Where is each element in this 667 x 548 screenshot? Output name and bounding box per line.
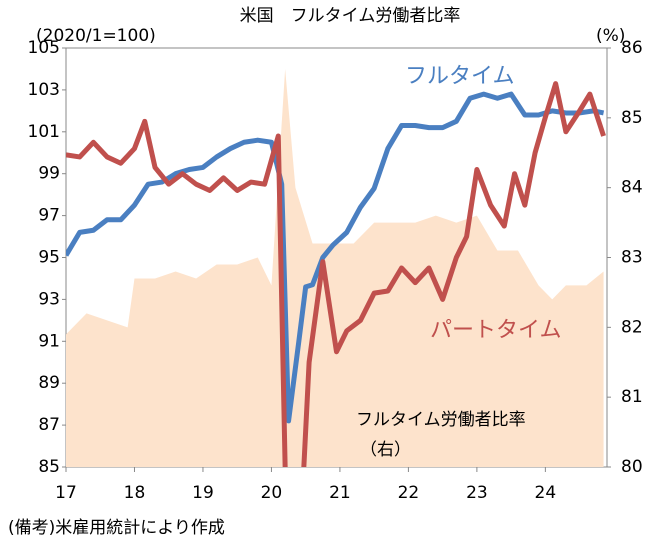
legend-label: パートタイム xyxy=(430,318,562,343)
x-tick-label: 22 xyxy=(398,483,420,503)
y2-tick-label: 86 xyxy=(621,38,643,58)
y-tick-label: 91 xyxy=(38,331,60,351)
y2-tick-label: 81 xyxy=(621,387,643,407)
x-tick-label: 17 xyxy=(55,483,77,503)
line xyxy=(66,81,606,467)
y2-tick-label: 80 xyxy=(621,457,643,477)
x-tick-label: 20 xyxy=(261,483,283,503)
y-tick-label: 103 xyxy=(28,80,60,100)
y-tick-label: 93 xyxy=(38,289,60,309)
note: (備考)米雇用統計により作成 xyxy=(8,518,225,538)
y-tick-label: 89 xyxy=(38,373,60,393)
y2-tick-label: 85 xyxy=(621,108,643,128)
y-tick-label: 95 xyxy=(38,248,60,268)
y-tick-label: 105 xyxy=(28,38,60,58)
y-tick-label: 101 xyxy=(28,122,60,142)
y2-axis-label: (%) xyxy=(596,26,625,46)
x-tick-label: 24 xyxy=(535,483,557,503)
chart-title: 米国 フルタイム労働者比率 xyxy=(240,6,461,26)
y-tick-label: 97 xyxy=(38,206,60,226)
line xyxy=(66,91,605,424)
area xyxy=(66,68,604,467)
y-tick-label: 99 xyxy=(38,164,60,184)
legend-label: フルタイム xyxy=(405,64,515,89)
x-tick-label: 21 xyxy=(329,483,351,503)
y2-tick-label: 84 xyxy=(621,178,643,198)
x-tick-label: 18 xyxy=(124,483,146,503)
y-axis-label: (2020/1=100) xyxy=(36,26,156,46)
x-tick-label: 23 xyxy=(466,483,488,503)
y2-tick-label: 83 xyxy=(621,248,643,268)
y2-tick-label: 82 xyxy=(621,317,643,337)
x-tick-label: 19 xyxy=(192,483,214,503)
annotation: フルタイム労働者比率 xyxy=(356,410,526,430)
annotation: （右） xyxy=(360,440,411,460)
y-tick-label: 87 xyxy=(38,415,60,435)
y-tick-label: 85 xyxy=(38,457,60,477)
